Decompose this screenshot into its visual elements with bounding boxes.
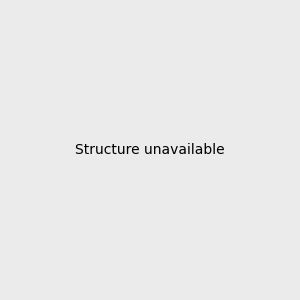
Text: Structure unavailable: Structure unavailable — [75, 143, 225, 157]
